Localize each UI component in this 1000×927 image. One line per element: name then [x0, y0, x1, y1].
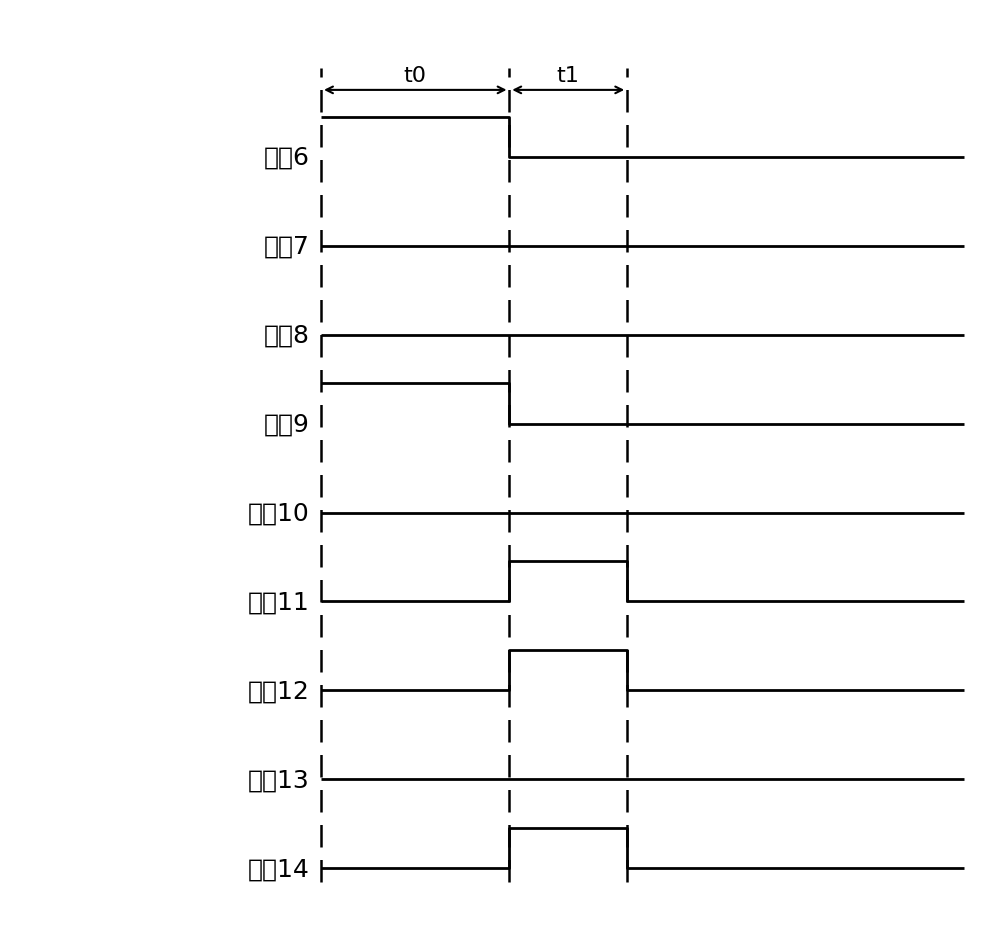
Text: t0: t0: [404, 66, 427, 85]
Text: 开关11: 开关11: [248, 590, 309, 614]
Text: t1: t1: [557, 66, 580, 85]
Text: 开关9: 开关9: [264, 413, 309, 436]
Text: 开关8: 开关8: [263, 324, 309, 348]
Text: 开关6: 开关6: [263, 146, 309, 170]
Text: 开关7: 开关7: [264, 235, 309, 259]
Text: 开关14: 开关14: [248, 857, 309, 881]
Text: 开关10: 开关10: [248, 501, 309, 525]
Text: 开关13: 开关13: [248, 768, 309, 792]
Text: 开关12: 开关12: [248, 679, 309, 703]
